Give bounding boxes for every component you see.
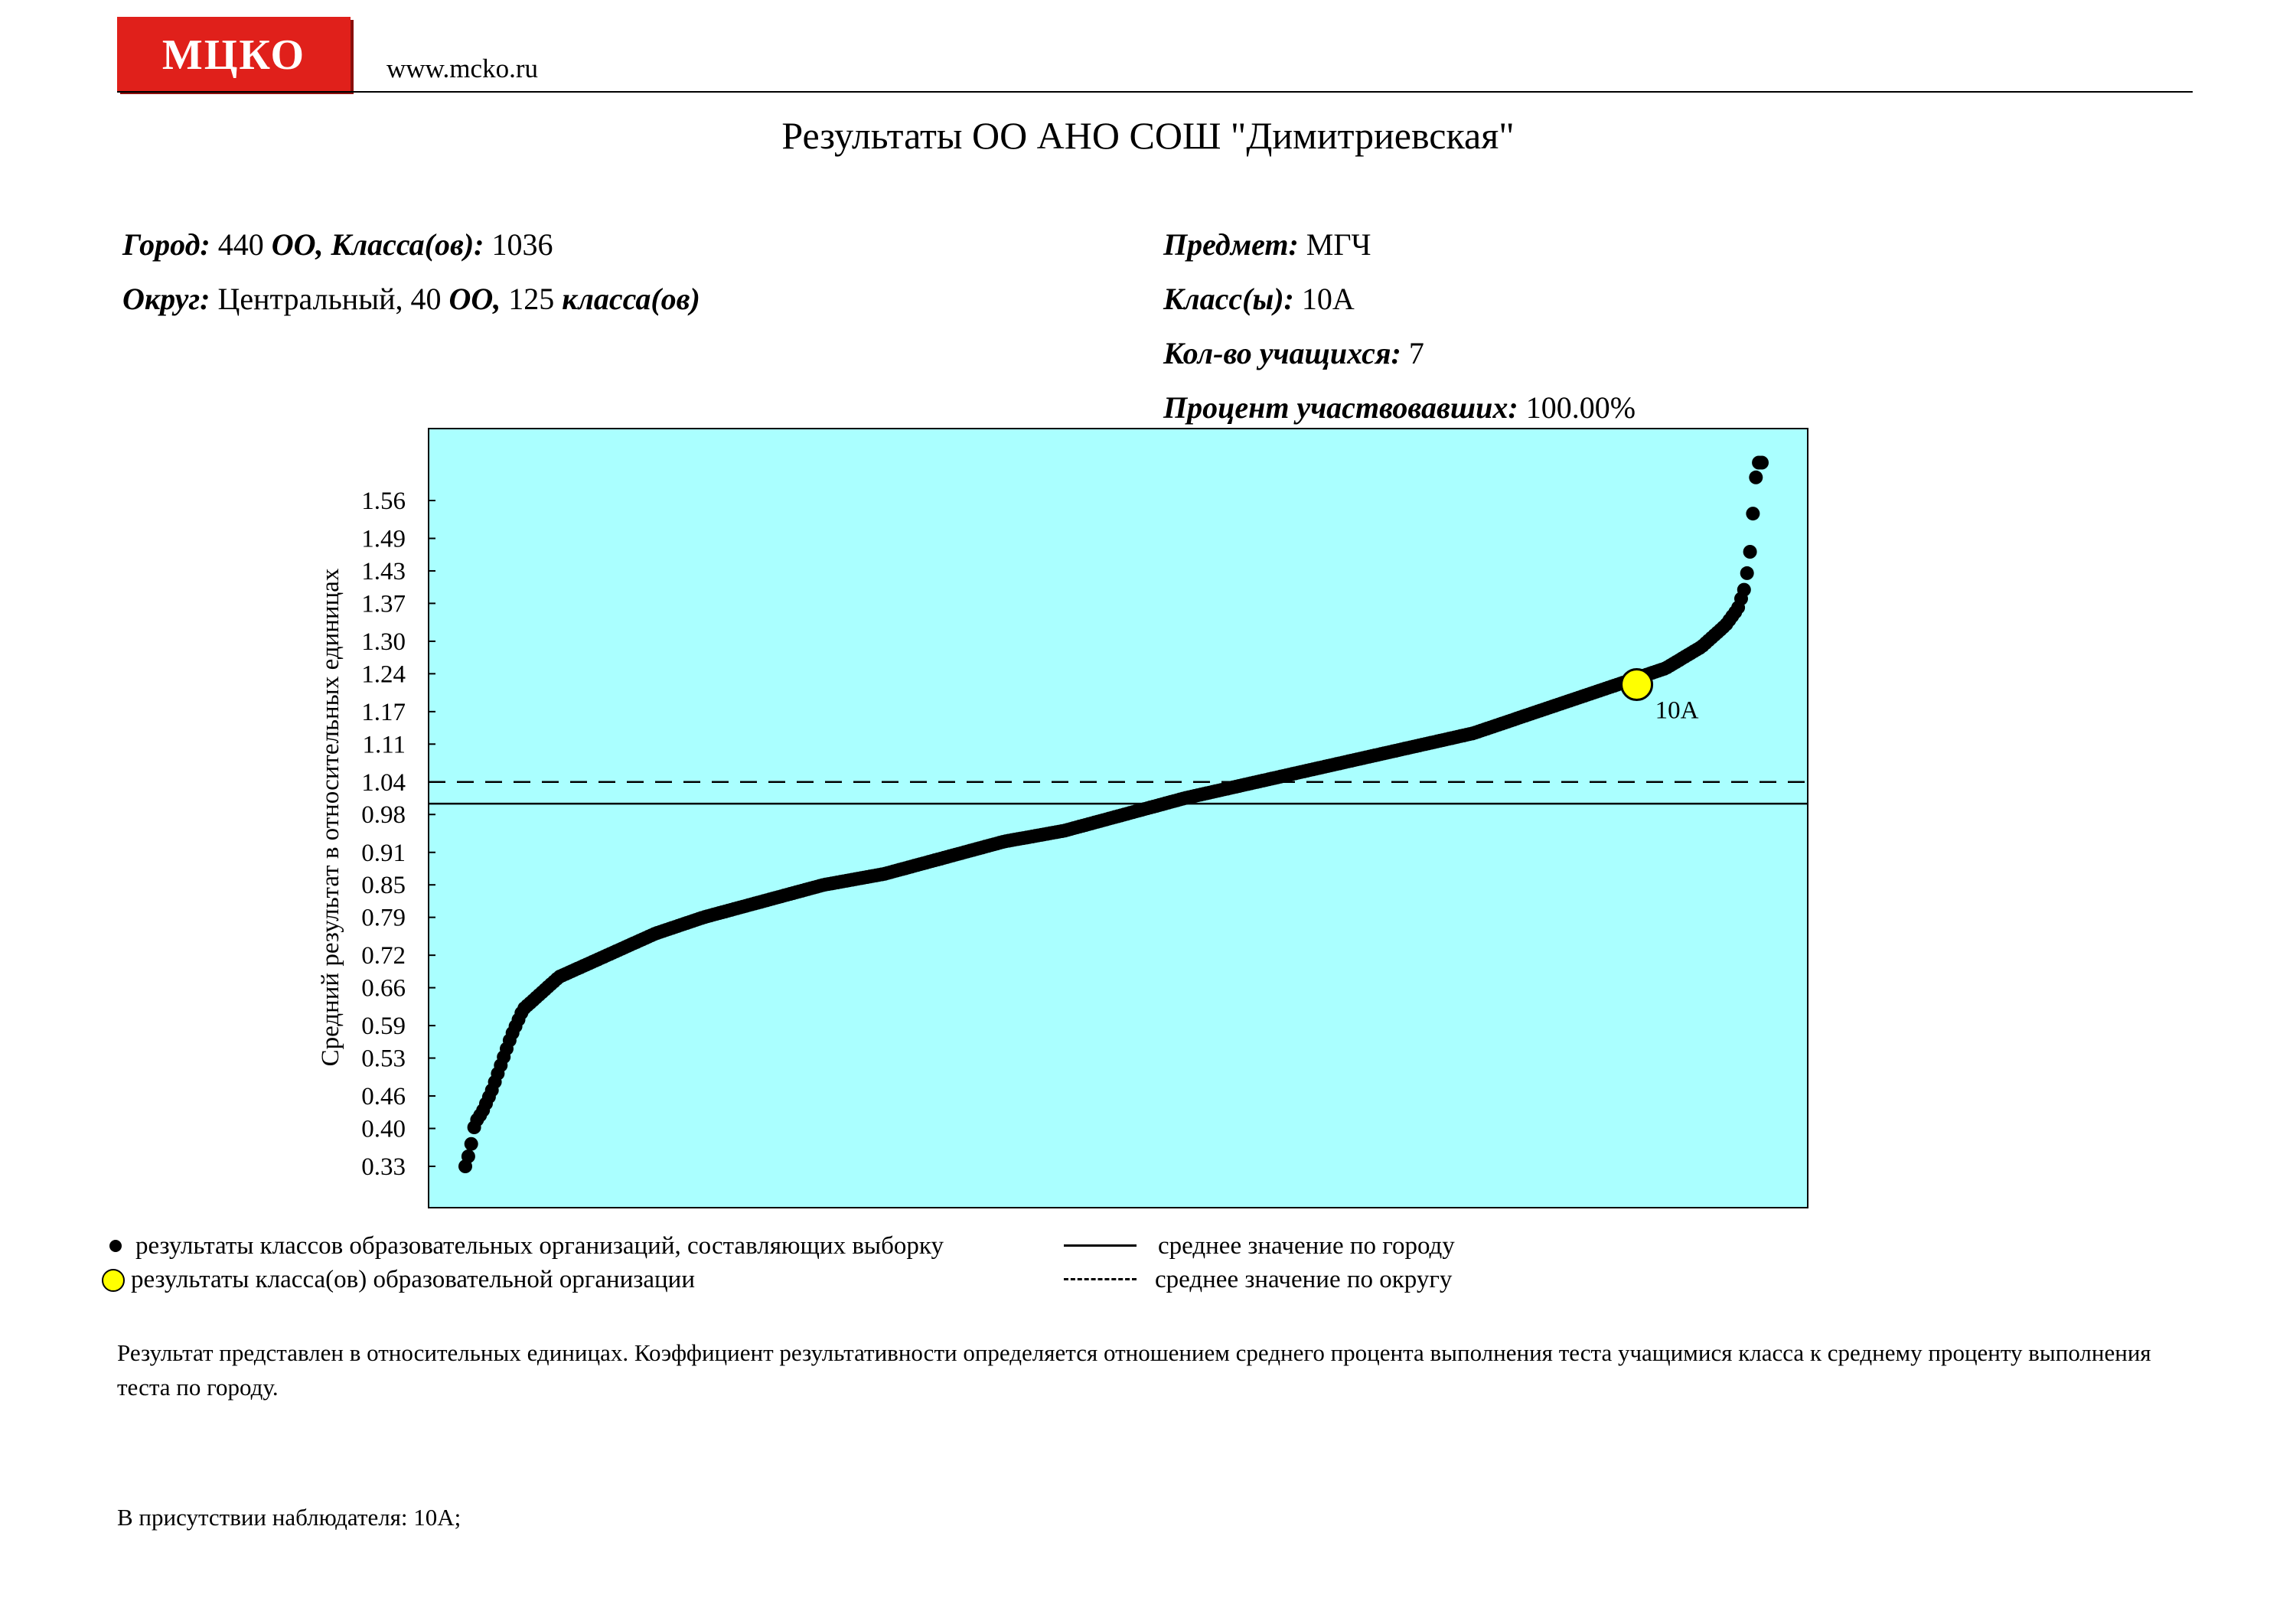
subject-label: Предмет: <box>1163 227 1299 262</box>
y-tick-label: 0.72 <box>361 942 406 970</box>
results-chart: 1.56 1.49 1.43 1.37 1.30 1.24 1.17 1.11 1.04 0.98… <box>317 428 1808 1208</box>
legend-city-mean: среднее значение по городу <box>1064 1232 1455 1260</box>
page-title: Результаты ОО АНО СОШ "Димитриевская" <box>781 114 1515 157</box>
legend-dots-label: результаты классов образовательных орган… <box>135 1232 944 1260</box>
site-link[interactable]: www.mcko.ru <box>386 54 538 83</box>
class-result-point <box>1755 455 1769 470</box>
legend-city-mean-label: среднее значение по городу <box>1158 1232 1455 1260</box>
y-tick-label: 0.46 <box>361 1083 406 1110</box>
district-classes-value: 125 <box>501 282 563 316</box>
logo-text: МЦКО <box>161 31 306 79</box>
district-value: Центральный, 40 <box>210 282 449 316</box>
observer-note: В присутствии наблюдателя: 10А; <box>117 1504 461 1531</box>
participation-value: 100.00% <box>1518 390 1636 425</box>
y-tick-label: 0.40 <box>361 1115 406 1143</box>
students-info: Кол-во учащихся: 7 <box>1163 335 1424 371</box>
participation-label: Процент участвовавших: <box>1163 390 1518 425</box>
city-value: 440 <box>210 227 272 262</box>
y-axis-title: Средний результат в относительных единиц… <box>317 568 344 1066</box>
y-tick-label: 1.04 <box>361 769 406 797</box>
grade-info: Класс(ы): 10А <box>1163 281 1355 317</box>
mcko-logo: МЦКО <box>117 17 351 91</box>
class-result-point <box>464 1136 478 1151</box>
legend-dashed-line-icon <box>1064 1278 1137 1280</box>
class-result-point <box>1740 566 1754 580</box>
y-axis-ticks: 1.56 1.49 1.43 1.37 1.30 1.24 1.17 1.11 1.04 0.98… <box>361 488 435 1181</box>
y-tick-label: 1.37 <box>361 590 406 618</box>
students-label: Кол-во учащихся: <box>1163 336 1401 370</box>
class-result-point <box>461 1150 475 1163</box>
y-tick-label: 1.17 <box>361 699 406 726</box>
y-tick-label: 0.33 <box>361 1153 406 1181</box>
legend-district-mean-label: среднее значение по округу <box>1155 1266 1453 1293</box>
school-result-marker[interactable] <box>1620 667 1654 701</box>
y-tick-label: 1.49 <box>361 526 406 553</box>
y-tick-label: 0.98 <box>361 801 406 829</box>
header-divider <box>117 91 2193 93</box>
y-tick-label: 0.91 <box>361 840 406 867</box>
y-tick-label: 0.53 <box>361 1045 406 1073</box>
legend-dots: результаты классов образовательных орган… <box>109 1232 944 1260</box>
legend-school: результаты класса(ов) образовательной ор… <box>102 1266 695 1294</box>
y-tick-label: 1.43 <box>361 558 406 585</box>
district-label: Округ: <box>122 282 210 316</box>
class-results-dots <box>458 455 1769 1173</box>
legend-district-mean: среднее значение по округу <box>1064 1266 1452 1294</box>
grade-value: 10А <box>1293 282 1355 316</box>
y-tick-label: 0.59 <box>361 1013 406 1040</box>
subject-value: МГЧ <box>1298 227 1371 262</box>
y-tick-label: 0.66 <box>361 975 406 1003</box>
y-tick-label: 1.11 <box>362 731 406 758</box>
school-result-label: 10А <box>1655 696 1699 724</box>
city-info: Город: 440 ОО, Класса(ов): 1036 <box>122 227 553 263</box>
classes-value: 1036 <box>484 227 553 262</box>
oo-classes-label: ОО, Класса(ов): <box>271 227 484 262</box>
y-tick-label: 0.79 <box>361 905 406 932</box>
y-tick-label: 0.85 <box>361 872 406 899</box>
grade-label: Класс(ы): <box>1163 282 1294 316</box>
district-info: Округ: Центральный, 40 ОО, 125 класса(ов… <box>122 281 700 317</box>
participation-info: Процент участвовавших: 100.00% <box>1163 390 1636 426</box>
y-tick-label: 1.24 <box>361 660 406 688</box>
legend-dot-icon <box>109 1240 122 1252</box>
legend-yellow-dot-icon <box>102 1269 125 1292</box>
result-description: Результат представлен в относительных ед… <box>117 1339 2151 1401</box>
city-label: Город: <box>122 227 210 262</box>
class-result-point <box>1737 582 1751 597</box>
legend-school-label: результаты класса(ов) образовательной ор… <box>131 1266 696 1293</box>
y-tick-label: 1.56 <box>361 488 406 515</box>
class-result-point <box>1746 507 1760 521</box>
legend-solid-line-icon <box>1064 1244 1137 1247</box>
class-result-point <box>1749 470 1763 484</box>
subject-info: Предмет: МГЧ <box>1163 227 1371 263</box>
class-result-point <box>1743 545 1757 559</box>
y-tick-label: 1.30 <box>361 628 406 656</box>
district-classes-label: класса(ов) <box>562 282 700 316</box>
students-value: 7 <box>1401 336 1424 370</box>
district-oo-label: ОО, <box>448 282 501 316</box>
